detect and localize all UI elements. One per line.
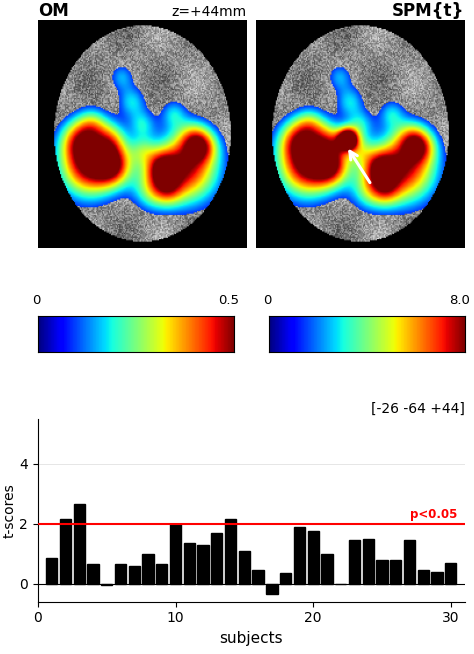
Bar [183, 543, 195, 583]
Bar [418, 570, 429, 583]
Text: z=+44mm: z=+44mm [171, 5, 246, 18]
Bar [280, 573, 291, 583]
Bar [445, 562, 456, 583]
Bar [197, 545, 209, 583]
Text: 0.5: 0.5 [219, 294, 239, 307]
Bar [266, 583, 277, 594]
Bar [390, 560, 401, 583]
Bar [73, 504, 85, 583]
Bar [308, 531, 319, 583]
Text: OM: OM [38, 1, 69, 20]
X-axis label: subjects: subjects [219, 631, 283, 646]
Bar [376, 560, 388, 583]
Bar [156, 564, 167, 583]
Bar [46, 558, 57, 583]
Bar [349, 540, 360, 583]
Bar [225, 519, 236, 583]
Bar [404, 540, 415, 583]
Text: [-26 -64 +44]: [-26 -64 +44] [371, 402, 465, 416]
Bar [253, 570, 264, 583]
Bar [211, 532, 222, 583]
Bar [115, 564, 126, 583]
Bar [128, 566, 140, 583]
Bar [142, 554, 154, 583]
Bar [87, 564, 99, 583]
Y-axis label: t-scores: t-scores [3, 483, 17, 538]
Bar [239, 551, 250, 583]
Bar [101, 583, 112, 585]
Bar [321, 554, 333, 583]
Bar [294, 526, 305, 583]
Bar [431, 572, 443, 583]
Bar [363, 539, 374, 583]
Bar [60, 519, 71, 583]
Bar [170, 524, 181, 583]
Text: 8.0: 8.0 [449, 294, 470, 307]
Text: p<0.05: p<0.05 [410, 508, 457, 521]
Text: SPM{t}: SPM{t} [392, 1, 465, 20]
Text: 0: 0 [32, 294, 40, 307]
Text: 0: 0 [263, 294, 271, 307]
